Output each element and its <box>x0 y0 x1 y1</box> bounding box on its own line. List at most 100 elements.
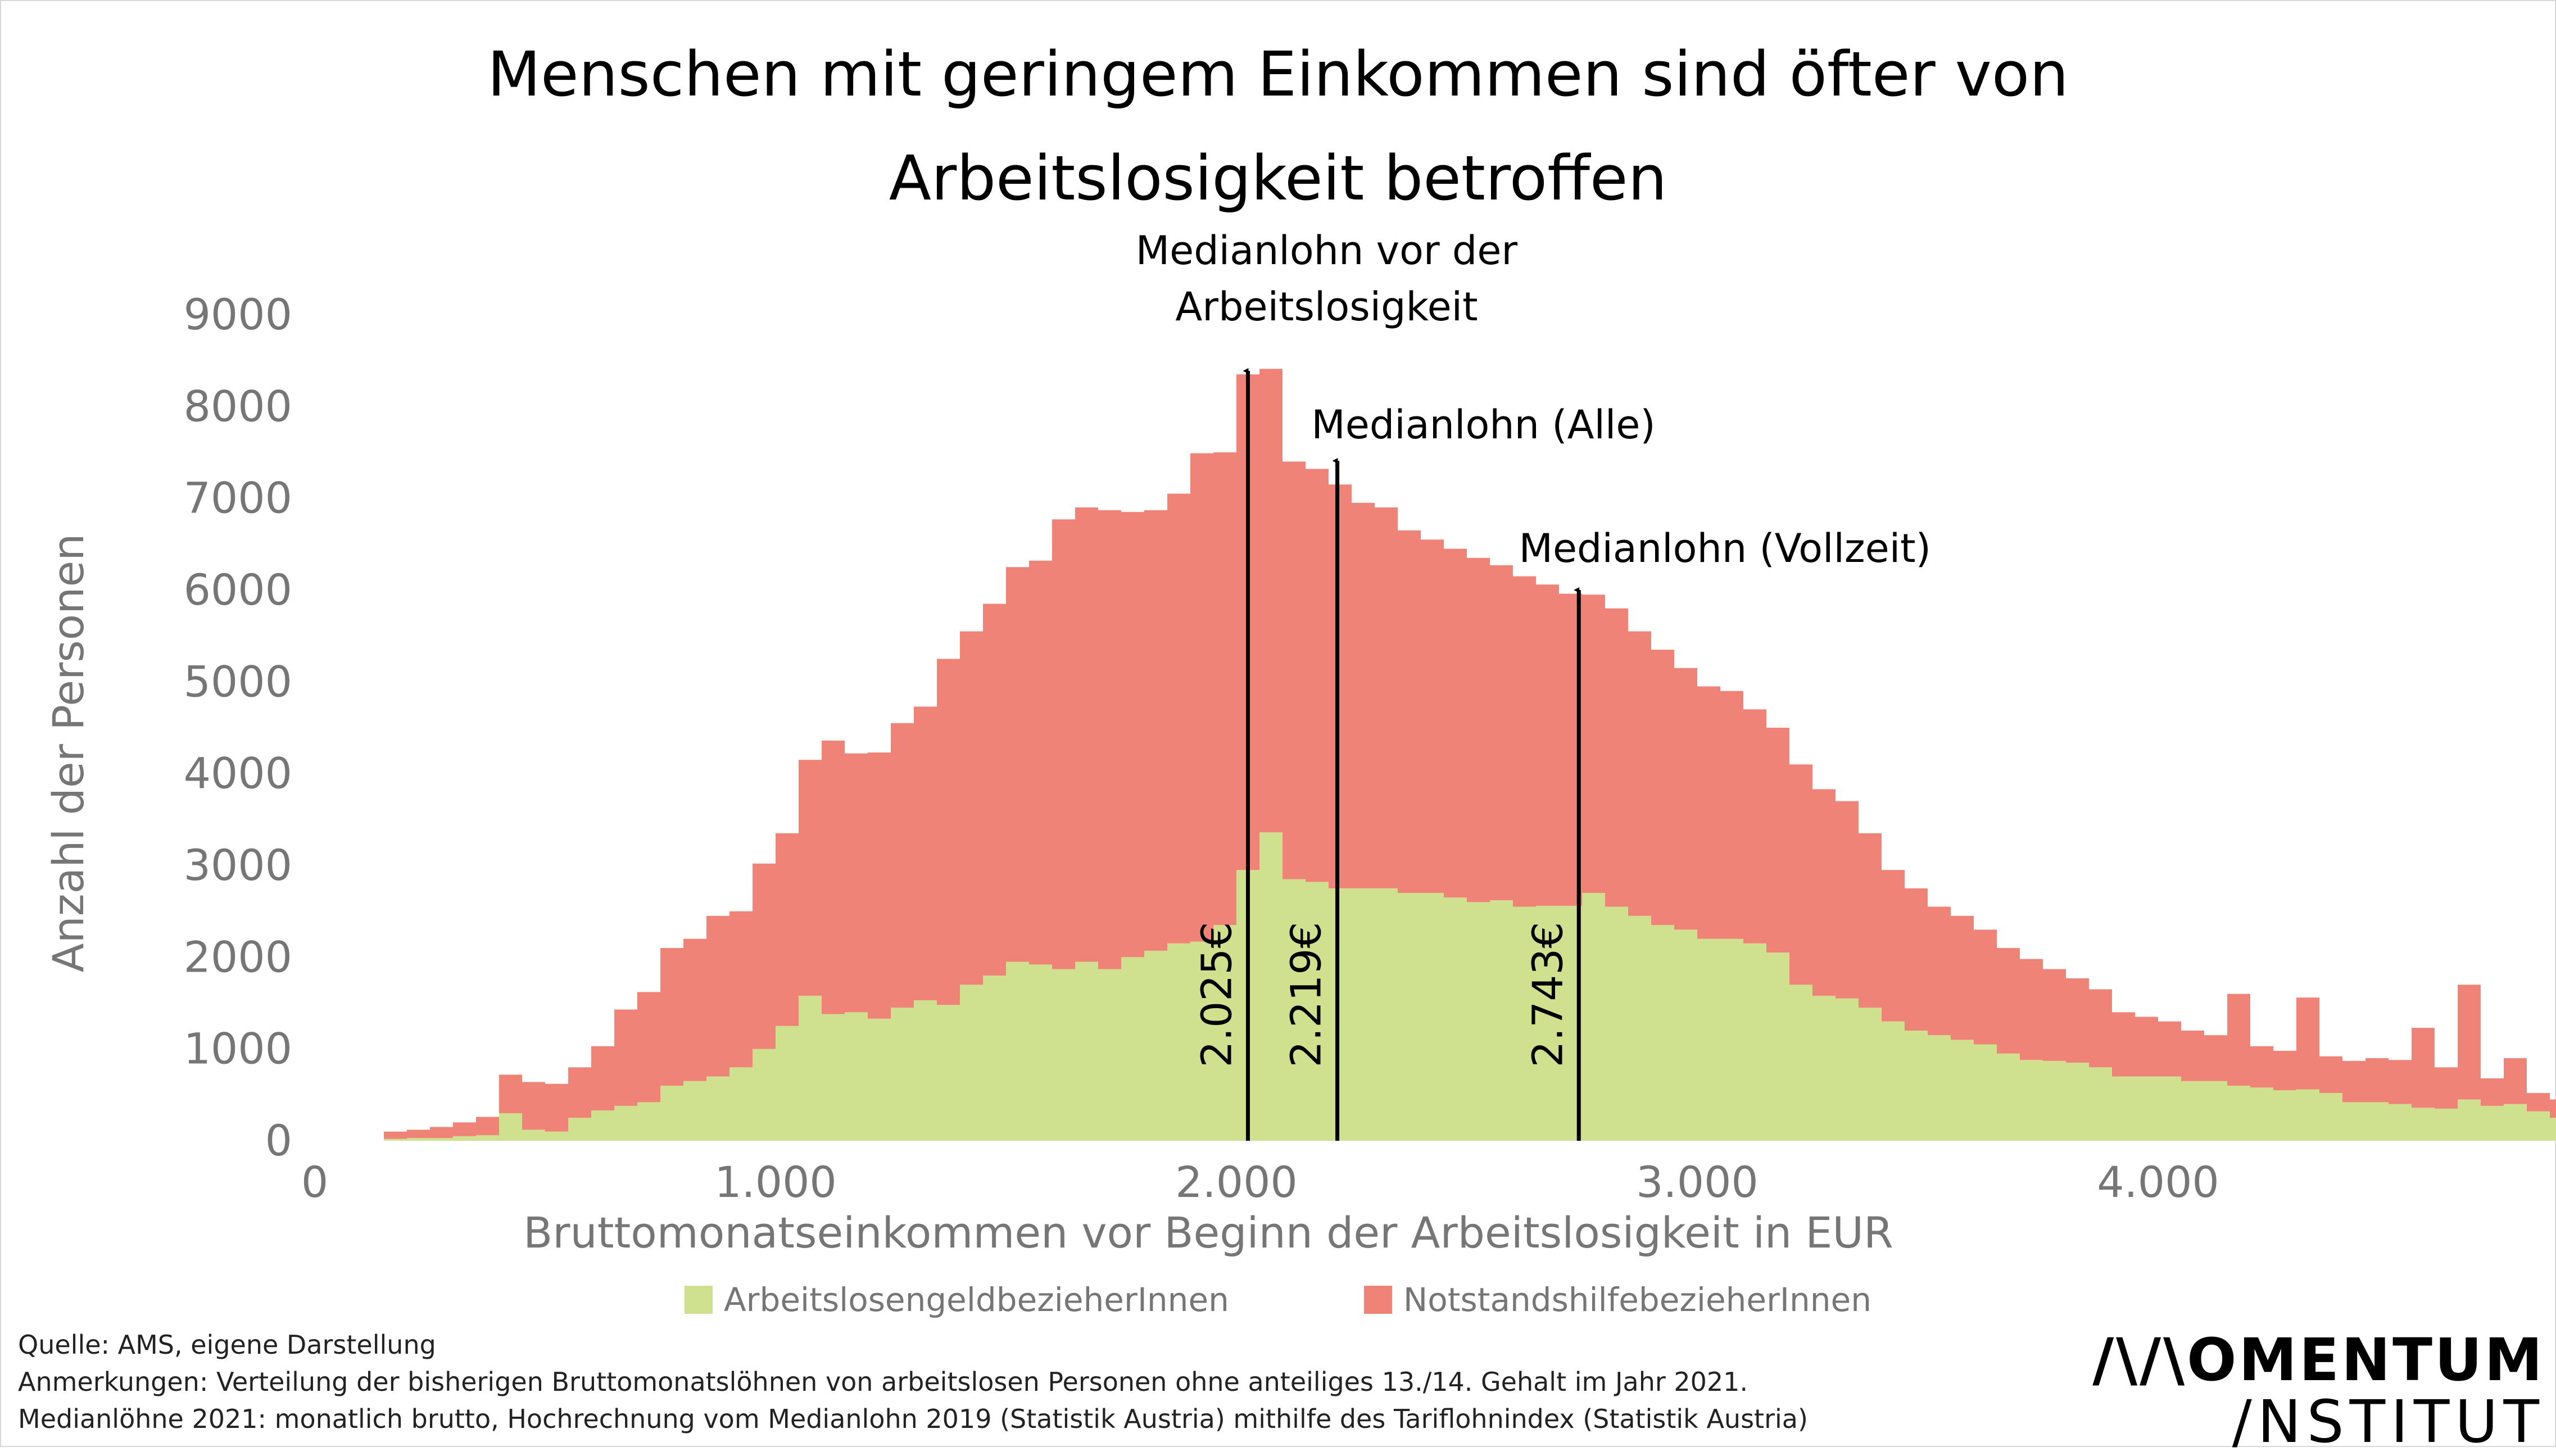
bar-nh <box>591 1046 614 1111</box>
bar-nh <box>1859 833 1882 1008</box>
y-tick-label: 3000 <box>184 840 292 890</box>
bar-nh <box>2389 1060 2412 1104</box>
bar-nh <box>1190 453 1213 942</box>
bar-nh <box>2250 1046 2273 1088</box>
bar-alg <box>1444 897 1467 1141</box>
bar-alg <box>2089 1067 2112 1141</box>
bar-alg <box>1766 952 1789 1141</box>
bar-nh <box>2066 978 2089 1063</box>
bar-alg <box>1928 1035 1951 1141</box>
bar-alg <box>1052 969 1075 1141</box>
y-tick-label: 5000 <box>184 656 292 706</box>
bar-nh <box>776 833 799 1026</box>
bar-alg <box>2204 1081 2227 1141</box>
bar-alg <box>660 1086 683 1141</box>
source-note: Quelle: AMS, eigene Darstellung <box>18 1330 436 1360</box>
bar-alg <box>822 1014 845 1141</box>
bar-alg <box>1167 943 1190 1141</box>
bar-nh <box>983 604 1006 976</box>
bar-alg <box>1282 879 1306 1141</box>
chart-title: Menschen mit geringem Einkommen sind öft… <box>0 22 2556 230</box>
bar-nh <box>2527 1093 2550 1112</box>
bar-nh <box>1605 608 1628 907</box>
bar-alg <box>2550 1118 2556 1141</box>
bar-alg <box>753 1049 776 1141</box>
y-tick-label: 2000 <box>184 932 292 982</box>
bar-alg <box>2181 1081 2204 1141</box>
bar-nh <box>1052 519 1075 969</box>
bar-nh <box>1836 801 1859 999</box>
bar-nh <box>499 1074 522 1113</box>
bar-nh <box>1167 493 1190 944</box>
bar-alg <box>2273 1090 2296 1141</box>
bar-alg <box>1651 925 1674 1141</box>
bar-alg <box>1789 985 1812 1141</box>
bar-nh <box>1697 686 1720 939</box>
bar-alg <box>1098 969 1121 1141</box>
y-tick-label: 4000 <box>184 749 292 799</box>
bar-nh <box>799 760 822 996</box>
bar-nh <box>2319 1056 2342 1094</box>
bar-nh <box>1306 469 1329 882</box>
y-tick-label: 1000 <box>184 1024 292 1074</box>
bar-alg <box>1121 957 1144 1141</box>
bar-alg <box>983 976 1006 1141</box>
bar-nh <box>2504 1058 2527 1104</box>
bar-nh <box>1006 567 1029 962</box>
bar-alg <box>2135 1076 2158 1141</box>
legend-item-alg: ArbeitslosengeldbezieherInnen <box>685 1281 1229 1319</box>
bar-alg <box>522 1130 545 1141</box>
title-line-2: Arbeitslosigkeit betroffen <box>889 142 1667 214</box>
median-heading: Medianlohn (Vollzeit) <box>1519 525 1931 571</box>
bar-alg <box>1490 900 1513 1141</box>
bar-alg <box>453 1136 476 1141</box>
logo-line-1: /\/\OMENTUM <box>2092 1326 2545 1394</box>
bar-alg <box>2020 1060 2043 1141</box>
bar-alg <box>591 1110 614 1141</box>
y-tick-label: 9000 <box>184 289 292 339</box>
bar-alg <box>2412 1108 2435 1141</box>
bar-nh <box>1582 595 1605 893</box>
bar-layer <box>384 369 2556 1141</box>
bar-nh <box>1213 452 1236 926</box>
bar-nh <box>568 1067 591 1118</box>
histogram-chart: 0 1000 2000 3000 4000 5000 6000 7000 8000 9000 0 1.… <box>43 228 2556 1258</box>
bar-nh <box>1651 650 1674 926</box>
bar-nh <box>407 1130 430 1139</box>
bar-nh <box>2481 1078 2504 1106</box>
y-tick-label: 6000 <box>184 565 292 615</box>
bar-nh <box>660 948 683 1086</box>
bar-alg <box>1029 964 1052 1141</box>
legend-swatch-nh <box>1363 1286 1392 1314</box>
bar-alg <box>1352 888 1375 1141</box>
bar-nh <box>845 753 868 1013</box>
legend: ArbeitslosengeldbezieherInnen Notstandsh… <box>0 1274 2556 1325</box>
bar-alg <box>914 1000 937 1141</box>
bar-nh <box>2043 969 2066 1061</box>
bar-nh <box>1075 507 1098 962</box>
bar-alg <box>2250 1087 2273 1141</box>
bar-nh <box>2550 1099 2556 1118</box>
bar-nh <box>2020 959 2043 1060</box>
bar-alg <box>2158 1076 2181 1141</box>
bar-nh <box>384 1131 407 1139</box>
bar-nh <box>2365 1058 2389 1103</box>
bar-alg <box>2112 1076 2135 1141</box>
bar-nh <box>430 1127 453 1139</box>
bar-alg <box>776 1026 799 1141</box>
bar-alg <box>2227 1086 2250 1141</box>
bar-nh <box>2458 985 2481 1100</box>
bar-alg <box>2043 1060 2066 1141</box>
bar-alg <box>2527 1111 2550 1141</box>
bar-alg <box>2481 1105 2504 1141</box>
bar-nh <box>706 915 729 1077</box>
momentum-institut-logo: /\/\OMENTUM /NSTITUT <box>2092 1329 2545 1453</box>
x-tick-label: 1.000 <box>714 1157 837 1207</box>
bar-alg <box>1605 906 1628 1141</box>
x-tick-label: 3.000 <box>1636 1157 1759 1207</box>
bar-alg <box>868 1018 891 1141</box>
bar-nh <box>1421 539 1444 893</box>
bar-nh <box>822 740 845 1014</box>
bar-nh <box>1029 560 1052 965</box>
bar-alg <box>1697 938 1720 1141</box>
